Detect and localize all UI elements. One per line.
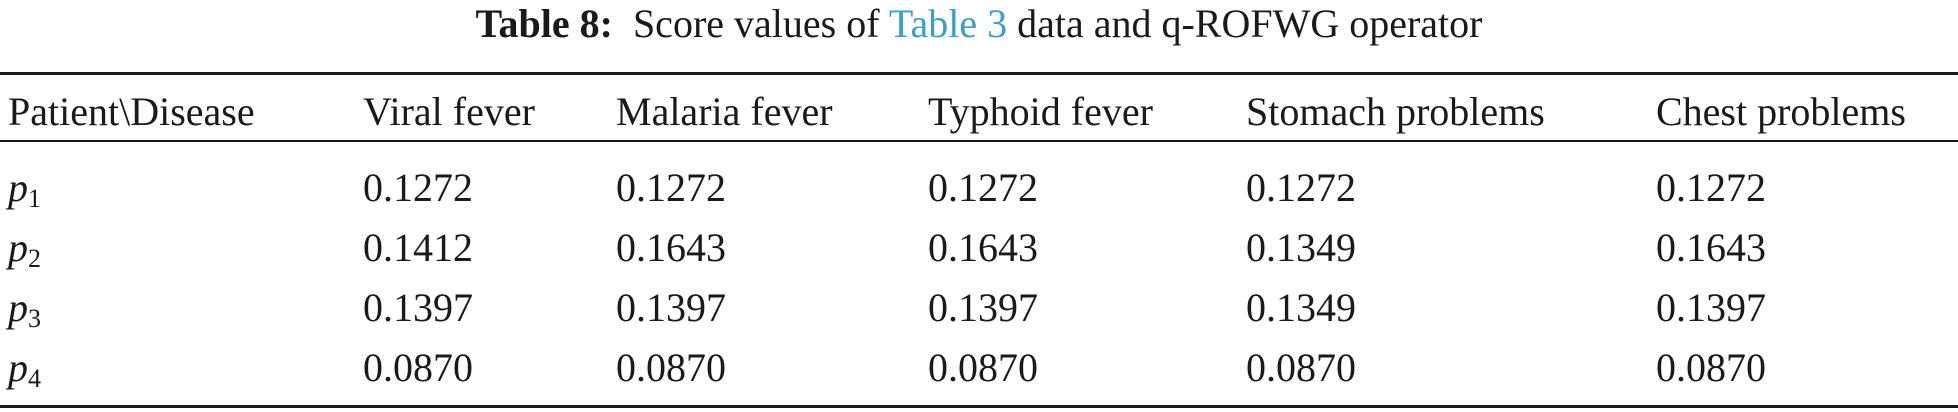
caption-text-after: data and q-ROFWG operator [1017,1,1483,46]
table-cell: 0.1272 [616,165,726,210]
table-cell: 0.1272 [1656,165,1766,210]
table-cell: 0.1272 [363,165,473,210]
table-cell: 0.1397 [928,285,1038,330]
bottom-rule [0,405,1958,408]
top-rule [0,72,1958,75]
table-row: p1 0.1272 0.1272 0.1272 0.1272 0.1272 [0,162,1958,222]
patient-label: p2 [8,225,41,273]
table-cell: 0.0870 [363,345,473,390]
header-rule [0,140,1958,142]
table-3-link[interactable]: Table 3 [888,1,1008,46]
table-cell: 0.1349 [1246,285,1356,330]
header-cell-chest-problems: Chest problems [1656,89,1906,134]
table-row: p4 0.0870 0.0870 0.0870 0.0870 0.0870 [0,342,1958,402]
table-cell: 0.1643 [928,225,1038,270]
table-cell: 0.1643 [1656,225,1766,270]
table-cell: 0.0870 [1246,345,1356,390]
caption-text-before: Score values of [632,1,880,46]
header-cell-typhoid-fever: Typhoid fever [928,89,1153,134]
table-cell: 0.1272 [1246,165,1356,210]
table-cell: 0.1349 [1246,225,1356,270]
header-row: Patient\Disease Viral fever Malaria feve… [0,86,1958,146]
table-row: p2 0.1412 0.1643 0.1643 0.1349 0.1643 [0,222,1958,282]
table-cell: 0.0870 [1656,345,1766,390]
table-caption: Table 8: Score values of Table 3 data an… [0,0,1958,60]
patient-label: p3 [8,285,41,333]
header-cell-malaria-fever: Malaria fever [616,89,833,134]
header-cell-viral-fever: Viral fever [363,89,535,134]
table-cell: 0.1412 [363,225,473,270]
header-cell-patient-disease: Patient\Disease [8,89,255,134]
table-cell: 0.1397 [363,285,473,330]
header-cell-stomach-problems: Stomach problems [1246,89,1545,134]
table-row: p3 0.1397 0.1397 0.1397 0.1349 0.1397 [0,282,1958,342]
table-cell: 0.0870 [928,345,1038,390]
table-cell: 0.0870 [616,345,726,390]
table-cell: 0.1397 [616,285,726,330]
table-cell: 0.1643 [616,225,726,270]
table-cell: 0.1272 [928,165,1038,210]
patient-label: p1 [8,165,41,213]
table-cell: 0.1397 [1656,285,1766,330]
patient-label: p4 [8,345,41,393]
caption-label: Table 8: [475,1,613,46]
